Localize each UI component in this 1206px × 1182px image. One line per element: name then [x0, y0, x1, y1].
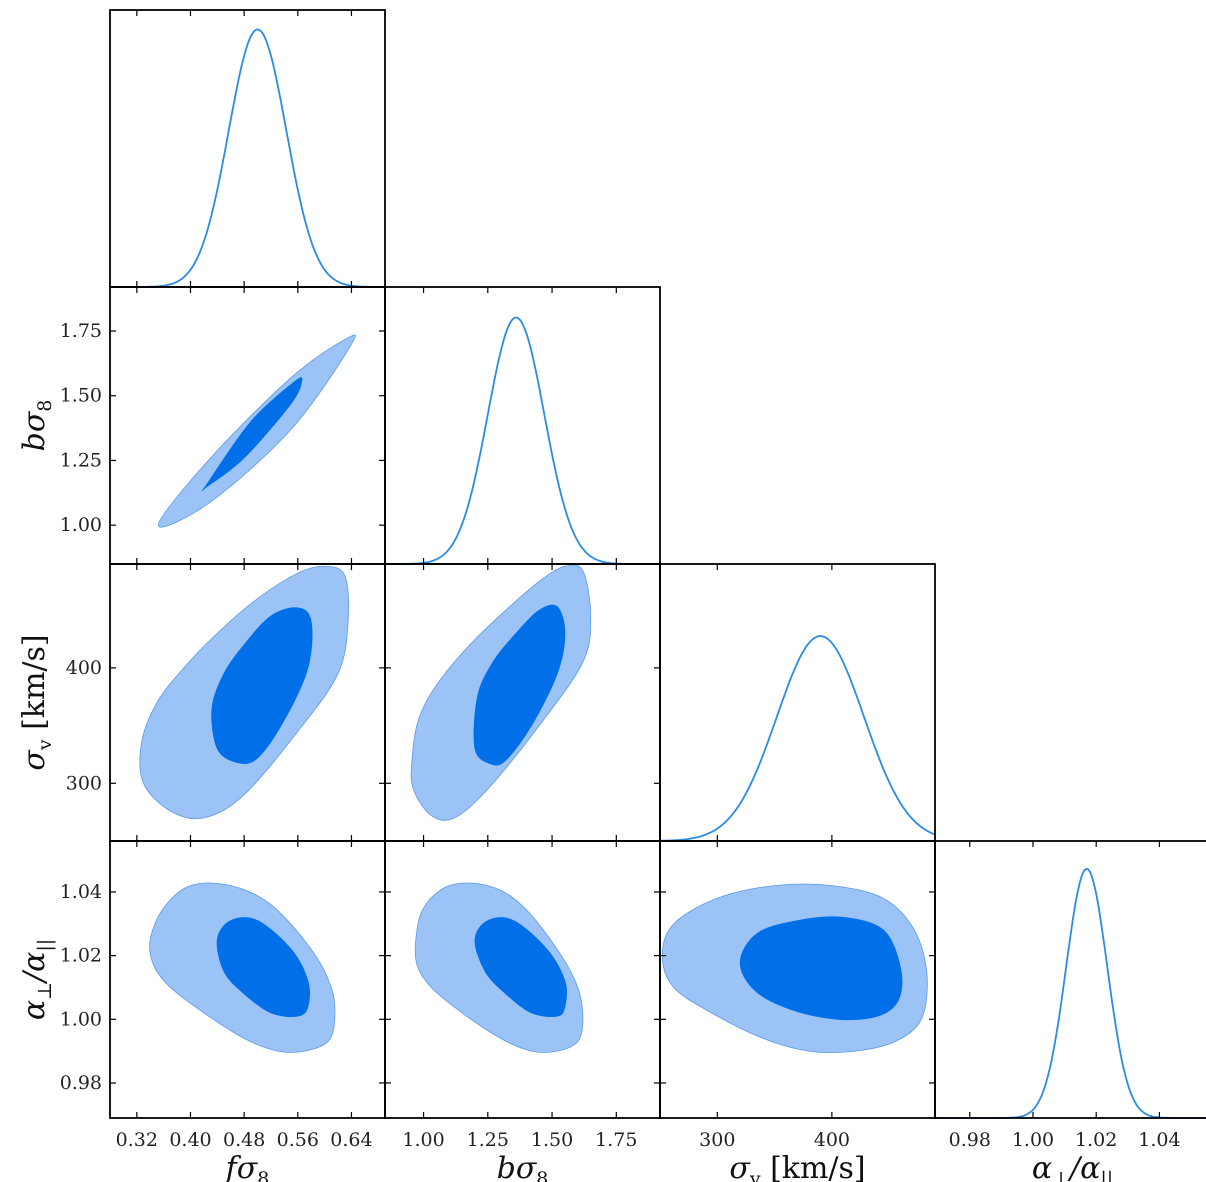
x-tick-label-sv: 400 [814, 1129, 850, 1151]
contour-inner-bs8-ar [474, 917, 567, 1017]
x-axis-label-bs8: bσ8 [497, 1151, 549, 1182]
panel-frame-3-3 [934, 840, 1206, 1119]
contour-inner-fs8-ar [216, 917, 310, 1017]
y-tick-label-bs8: 1.00 [60, 514, 102, 536]
y-tick-label-ar: 1.04 [60, 881, 102, 903]
y-tick-label-ar: 0.98 [60, 1072, 102, 1094]
x-tick-label-bs8: 1.00 [402, 1129, 444, 1151]
x-tick-label-ar: 0.98 [949, 1129, 991, 1151]
panel-frame-2-2 [659, 563, 936, 842]
y-tick-label-bs8: 1.25 [60, 449, 102, 471]
marginal-curve-bs8 [385, 316, 660, 565]
y-tick-label-bs8: 1.50 [60, 385, 102, 407]
panel-frame-1-1 [384, 286, 661, 565]
x-tick-label-ar: 1.00 [1012, 1129, 1054, 1151]
x-tick-label-fs8: 0.48 [223, 1129, 265, 1151]
contour-inner-sv-ar [739, 916, 903, 1021]
y-axis-label-ar: α⊥/α|| [17, 939, 56, 1020]
x-axis-label-sv: σv [km/s] [729, 1151, 865, 1182]
marginal-curve-ar [935, 867, 1206, 1119]
y-tick-label-bs8: 1.75 [60, 320, 102, 342]
y-tick-label-sv: 300 [66, 772, 102, 794]
x-tick-label-sv: 300 [699, 1129, 735, 1151]
x-axis-label-ar: α⊥/α|| [1032, 1151, 1113, 1182]
marginal-curve-fs8 [110, 28, 385, 288]
contour-inner-fs8-sv [211, 607, 313, 765]
x-tick-label-fs8: 0.40 [169, 1129, 211, 1151]
y-axis-label-sv: σv [km/s] [17, 634, 56, 770]
x-tick-label-fs8: 0.32 [116, 1129, 158, 1151]
marginal-curve-sv [659, 635, 936, 842]
x-axis-label-fs8: fσ8 [224, 1151, 270, 1182]
x-tick-label-bs8: 1.50 [531, 1129, 573, 1151]
contour-inner-bs8-sv [473, 604, 566, 766]
y-axis-label-bs8: bσ8 [17, 400, 56, 452]
x-tick-label-ar: 1.02 [1075, 1129, 1117, 1151]
x-tick-label-ar: 1.04 [1138, 1129, 1180, 1151]
y-tick-label-sv: 400 [66, 657, 102, 679]
contour-inner-fs8-bs8 [201, 377, 303, 492]
y-tick-label-ar: 1.02 [60, 945, 102, 967]
x-tick-label-fs8: 0.64 [330, 1129, 372, 1151]
x-tick-label-bs8: 1.25 [467, 1129, 509, 1151]
y-tick-label-ar: 1.00 [60, 1008, 102, 1030]
x-tick-label-fs8: 0.56 [277, 1129, 319, 1151]
x-tick-label-bs8: 1.75 [595, 1129, 637, 1151]
panel-frame-0-0 [109, 9, 386, 288]
